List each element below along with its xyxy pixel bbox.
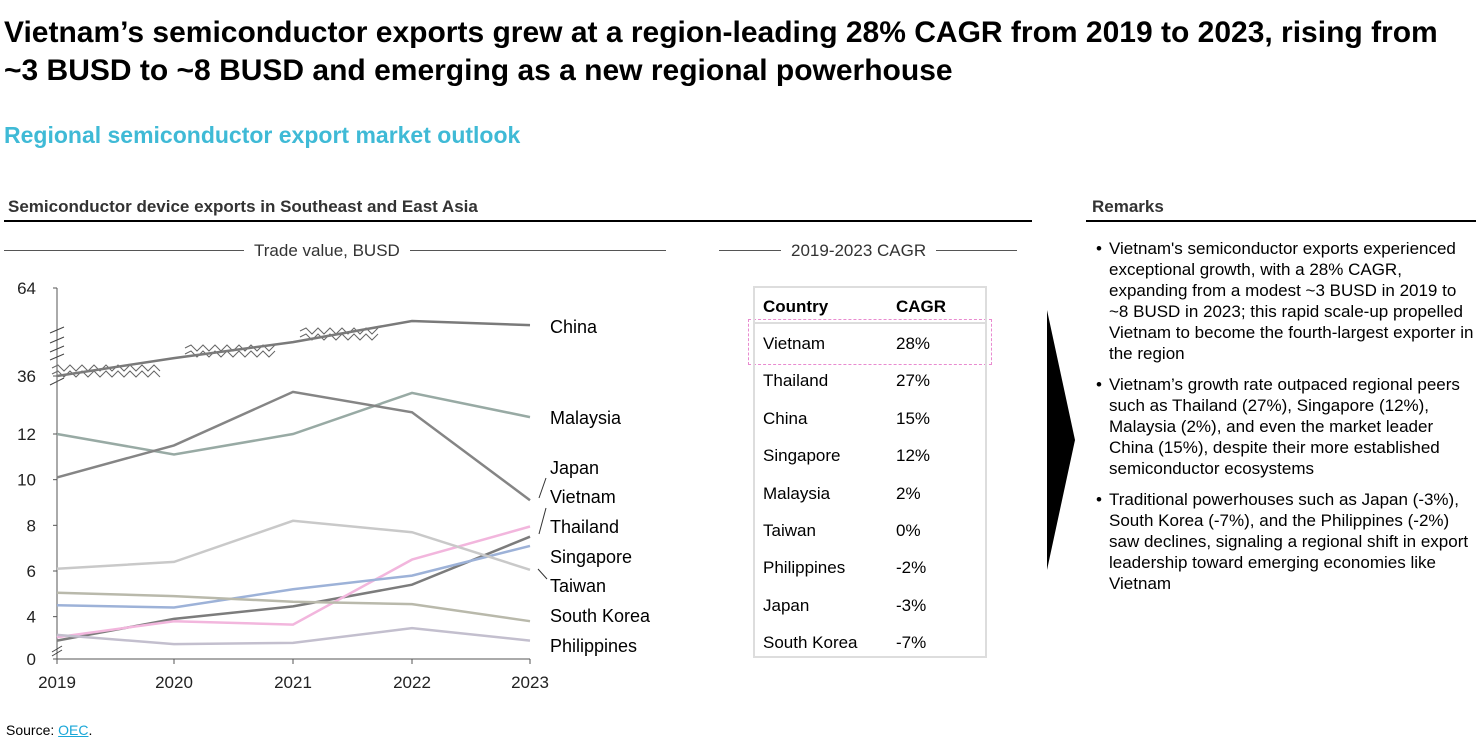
series-label: Malaysia [550,408,622,428]
y-tick-label: 0 [27,650,36,669]
x-tick-label: 2020 [155,673,193,692]
series-label: Japan [550,458,599,478]
x-tick-label: 2022 [393,673,431,692]
cagr-cell: -3% [896,595,927,615]
country-cell: Taiwan [763,521,816,540]
series-label: Philippines [550,636,637,656]
remarks-list: Vietnam's semiconductor exports experien… [1096,238,1474,604]
slide-subtitle: Regional semiconductor export market out… [4,122,521,148]
country-cell: Japan [763,595,810,615]
cagr-cell: -7% [896,633,927,653]
source-prefix: Source: [6,722,59,738]
source-suffix: . [88,722,93,738]
country-cell: Philippines [763,558,846,578]
section-rule [4,220,1032,222]
taiwan-leader-line [537,568,548,580]
series-label: Singapore [550,547,632,567]
remark-item: Vietnam’s growth rate outpaced regional … [1096,374,1474,479]
source-note: Source: OEC. [6,722,92,738]
y-tick-label: 12 [17,425,36,444]
cagr-cell: 2% [896,483,921,503]
series-label: Vietnam [550,487,616,507]
arrow-chevron-icon [1047,310,1075,570]
series-label: Taiwan [550,576,606,596]
series-line-thailand [56,525,531,639]
source-link[interactable]: OEC [58,722,89,738]
series-label: China [550,317,598,337]
y-tick-label: 8 [27,516,36,535]
y-tick-label: 36 [17,367,36,386]
y-tick-label: 10 [17,471,36,490]
series-line-singapore [56,544,531,609]
y-tick-label: 6 [27,562,36,581]
country-cell: Thailand [763,371,829,391]
cagr-table: Country CAGR Vietnam 28% Thailand 27% China 1… [753,286,987,658]
remark-item: Traditional powerhouses such as Japan (-… [1096,489,1474,594]
cagr-cell: 15% [896,408,931,428]
country-cell: Singapore [763,446,841,466]
cagr-cell: 0% [896,521,921,540]
vietnam-leader-line [538,507,547,535]
y-tick-label: 64 [17,279,36,298]
chart-section-heading: Semiconductor device exports in Southeas… [8,197,478,216]
cagr-cell: 28% [896,334,931,353]
slide-title: Vietnam’s semiconductor exports grew at … [4,16,1438,87]
x-tick-label: 2019 [38,673,76,692]
remark-item: Vietnam's semiconductor exports experien… [1096,238,1474,364]
cagr-title: 2019-2023 CAGR [781,241,937,261]
country-cell: Vietnam [763,334,826,353]
remarks-rule [1086,220,1476,222]
japan-leader-line [538,477,547,499]
country-cell: China [763,408,808,428]
cagr-cell: -2% [896,558,927,578]
series-label: Thailand [550,517,619,537]
vietnam-highlight-box [748,319,992,365]
country-cell: Malaysia [763,483,831,503]
series-label: South Korea [550,606,651,626]
header-country: Country [763,297,829,316]
x-tick-label: 2021 [274,673,312,692]
y-tick-label: 4 [27,608,36,627]
chart-title: Trade value, BUSD [244,241,410,261]
country-cell: South Korea [763,633,858,653]
series-line-malaysia [56,391,531,456]
header-divider [755,322,985,324]
cagr-cell: 12% [896,446,931,466]
cagr-cell: 27% [896,371,931,391]
x-tick-label: 2023 [511,673,549,692]
series-line-philippines [56,626,531,646]
header-cagr: CAGR [896,297,947,316]
remarks-heading: Remarks [1092,197,1164,216]
